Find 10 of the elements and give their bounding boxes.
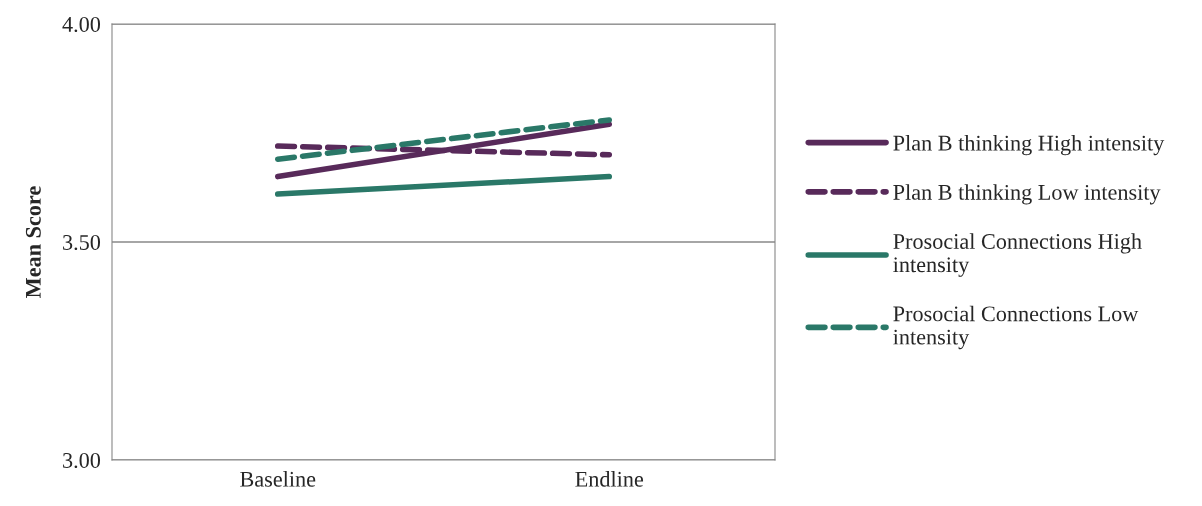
- y-tick-label: 3.50: [63, 234, 101, 251]
- x-tick-label: Baseline: [240, 471, 316, 487]
- y-tick-label: 4.00: [62, 16, 101, 33]
- y-axis-title: Mean Score: [25, 186, 41, 298]
- y-tick-label: 3.00: [63, 452, 101, 469]
- legend-label: Plan B thinking High intensity: [893, 134, 1165, 156]
- legend-label: Prosocial Connections High intensity: [893, 233, 1142, 277]
- legend-label: Prosocial Connections Low intensity: [893, 305, 1139, 350]
- legend-label: Plan B thinking Low intensity: [893, 184, 1161, 205]
- x-tick-label: Endline: [575, 471, 644, 487]
